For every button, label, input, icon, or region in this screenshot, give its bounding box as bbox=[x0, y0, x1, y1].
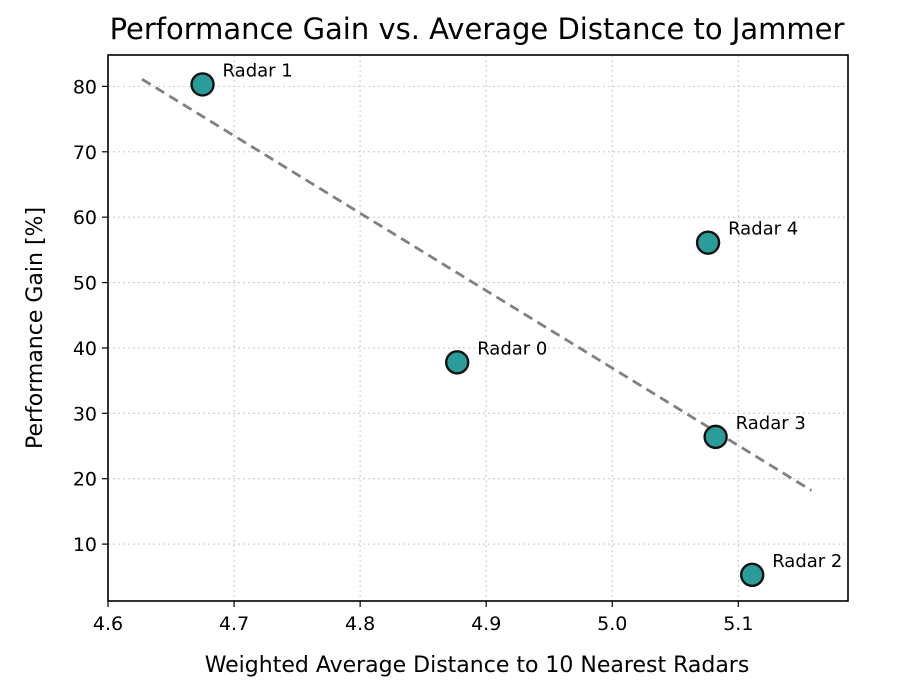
trend-line bbox=[141, 78, 813, 492]
point-label-radar-3: Radar 3 bbox=[736, 413, 806, 434]
data-point-radar-1 bbox=[190, 72, 215, 97]
data-point-radar-0 bbox=[444, 350, 470, 375]
data-point-radar-2 bbox=[739, 562, 765, 588]
chart-title: Performance Gain vs. Average Distance to… bbox=[110, 12, 845, 46]
y-tick-label: 30 bbox=[73, 403, 97, 425]
data-point-radar-4 bbox=[695, 230, 721, 255]
y-axis-label: Performance Gain [%] bbox=[23, 207, 48, 449]
x-axis-label: Weighted Average Distance to 10 Nearest … bbox=[205, 653, 750, 678]
y-tick-label: 10 bbox=[73, 534, 97, 556]
y-tick-label: 70 bbox=[73, 142, 97, 164]
data-points: Radar 1 Radar 0 Radar 4 Radar 3 Radar 2 bbox=[190, 60, 842, 588]
plot-frame bbox=[107, 54, 849, 602]
y-tick-label: 60 bbox=[73, 207, 97, 229]
y-axis-ticks: 10 20 30 40 50 60 70 80 bbox=[73, 76, 108, 556]
grid bbox=[107, 55, 848, 601]
x-tick-label: 4.9 bbox=[471, 613, 501, 635]
x-tick-label: 4.6 bbox=[93, 613, 123, 635]
point-label-radar-2: Radar 2 bbox=[772, 551, 842, 572]
x-tick-label: 4.8 bbox=[345, 613, 375, 635]
x-tick-label: 5.1 bbox=[723, 613, 753, 635]
point-label-radar-1: Radar 1 bbox=[223, 60, 293, 81]
point-label-radar-4: Radar 4 bbox=[728, 219, 798, 240]
y-tick-label: 50 bbox=[73, 273, 97, 295]
point-label-radar-0: Radar 0 bbox=[477, 338, 547, 359]
x-tick-label: 5.0 bbox=[597, 613, 627, 635]
x-axis-ticks: 4.6 4.7 4.8 4.9 5.0 5.1 bbox=[93, 601, 753, 635]
trend-line-group bbox=[141, 78, 813, 492]
data-point-radar-3 bbox=[703, 424, 728, 450]
y-tick-label: 40 bbox=[73, 338, 97, 360]
x-tick-label: 4.7 bbox=[219, 613, 249, 635]
y-tick-label: 20 bbox=[73, 469, 97, 491]
y-tick-label: 80 bbox=[73, 76, 97, 98]
